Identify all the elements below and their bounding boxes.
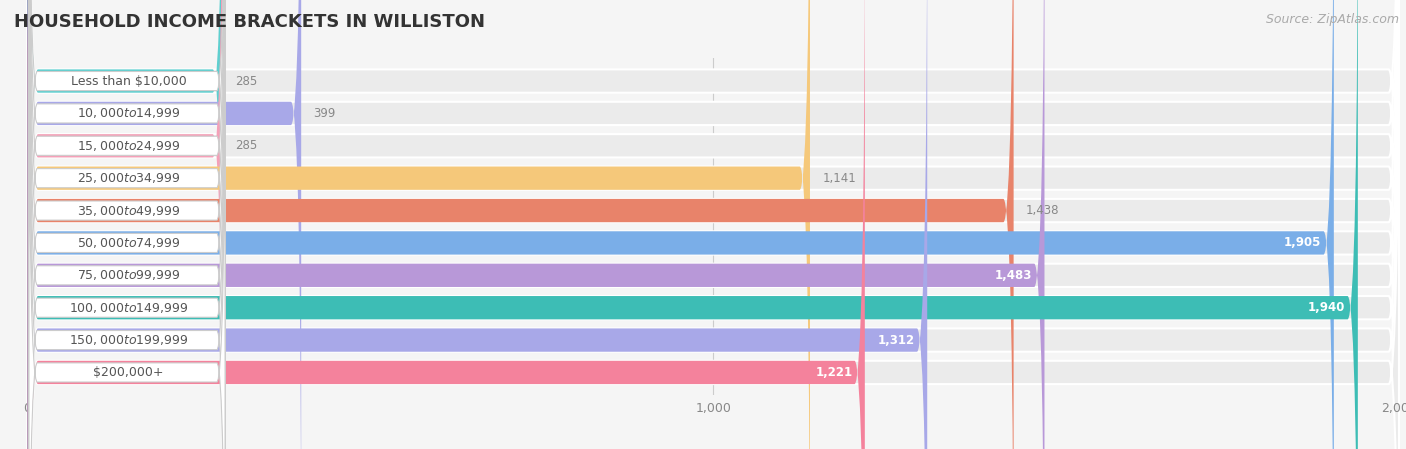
Text: Less than $10,000: Less than $10,000 (70, 75, 186, 88)
Text: 285: 285 (235, 139, 257, 152)
FancyBboxPatch shape (28, 0, 1399, 449)
Text: 1,483: 1,483 (995, 269, 1032, 282)
FancyBboxPatch shape (28, 0, 1399, 449)
FancyBboxPatch shape (28, 0, 224, 449)
FancyBboxPatch shape (30, 0, 225, 449)
Text: 1,940: 1,940 (1308, 301, 1346, 314)
Text: $15,000 to $24,999: $15,000 to $24,999 (77, 139, 180, 153)
Text: $25,000 to $34,999: $25,000 to $34,999 (77, 171, 180, 185)
FancyBboxPatch shape (28, 0, 1399, 449)
FancyBboxPatch shape (30, 0, 225, 449)
FancyBboxPatch shape (28, 0, 1399, 449)
FancyBboxPatch shape (28, 0, 927, 449)
Text: $50,000 to $74,999: $50,000 to $74,999 (77, 236, 180, 250)
Text: Source: ZipAtlas.com: Source: ZipAtlas.com (1265, 13, 1399, 26)
Text: $150,000 to $199,999: $150,000 to $199,999 (69, 333, 188, 347)
Text: HOUSEHOLD INCOME BRACKETS IN WILLISTON: HOUSEHOLD INCOME BRACKETS IN WILLISTON (14, 13, 485, 31)
Text: $75,000 to $99,999: $75,000 to $99,999 (77, 269, 180, 282)
FancyBboxPatch shape (30, 0, 225, 449)
FancyBboxPatch shape (30, 0, 225, 449)
Text: $100,000 to $149,999: $100,000 to $149,999 (69, 301, 188, 315)
FancyBboxPatch shape (28, 0, 1399, 449)
FancyBboxPatch shape (28, 0, 810, 449)
Text: 1,905: 1,905 (1284, 237, 1322, 250)
Text: $35,000 to $49,999: $35,000 to $49,999 (77, 203, 180, 218)
Text: 1,141: 1,141 (823, 172, 856, 185)
FancyBboxPatch shape (28, 0, 1358, 449)
Text: 285: 285 (235, 75, 257, 88)
FancyBboxPatch shape (28, 0, 1334, 449)
Text: $200,000+: $200,000+ (93, 366, 163, 379)
FancyBboxPatch shape (28, 0, 1399, 449)
FancyBboxPatch shape (28, 0, 301, 449)
FancyBboxPatch shape (28, 0, 1399, 449)
FancyBboxPatch shape (30, 0, 225, 449)
Text: 399: 399 (314, 107, 336, 120)
FancyBboxPatch shape (30, 0, 225, 449)
FancyBboxPatch shape (30, 0, 225, 449)
FancyBboxPatch shape (30, 0, 225, 449)
Text: 1,438: 1,438 (1026, 204, 1060, 217)
Text: $10,000 to $14,999: $10,000 to $14,999 (77, 106, 180, 120)
FancyBboxPatch shape (28, 0, 1399, 449)
FancyBboxPatch shape (28, 0, 224, 449)
FancyBboxPatch shape (30, 0, 225, 449)
FancyBboxPatch shape (28, 0, 1014, 449)
Text: 1,221: 1,221 (815, 366, 852, 379)
FancyBboxPatch shape (28, 0, 1399, 449)
FancyBboxPatch shape (28, 0, 1399, 449)
FancyBboxPatch shape (28, 0, 865, 449)
Text: 1,312: 1,312 (877, 334, 915, 347)
FancyBboxPatch shape (28, 0, 1045, 449)
FancyBboxPatch shape (30, 0, 225, 449)
